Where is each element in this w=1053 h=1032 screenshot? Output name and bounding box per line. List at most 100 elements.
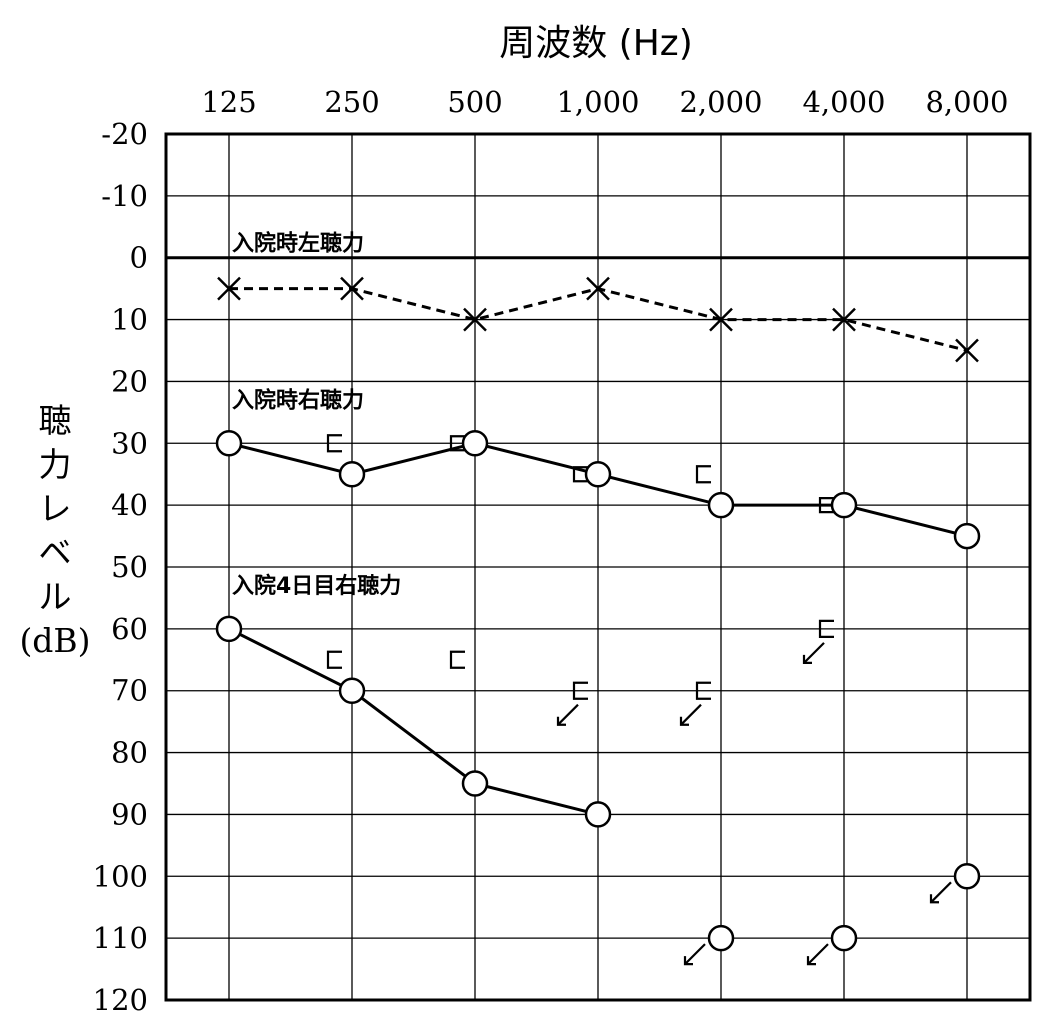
- x-tick-label: 4,000: [802, 85, 885, 119]
- bone-conduction-symbol: [326, 650, 342, 669]
- y-tick-label: 10: [111, 303, 148, 337]
- bone-conduction-symbol: [818, 619, 834, 638]
- arrow-shaft: [684, 943, 706, 965]
- y-tick-label: 80: [111, 736, 148, 770]
- series-point-circle: [215, 615, 243, 643]
- series-label: 入院4日目右聴力: [232, 573, 401, 599]
- y-axis-label-char: 聴: [39, 401, 72, 440]
- y-tick-label: -20: [101, 117, 148, 151]
- x-marker-stroke: [217, 276, 241, 301]
- series-point-circle: [461, 430, 489, 457]
- bone-bracket-stroke: [326, 434, 342, 453]
- y-tick-label: 50: [111, 550, 148, 584]
- x-tick-label: 125: [201, 85, 256, 119]
- x-tick-label: 1,000: [556, 85, 639, 119]
- arrow-shaft: [557, 703, 579, 726]
- scale-out-arrow: [806, 943, 829, 966]
- x-tick-label: 500: [447, 85, 502, 119]
- y-tick-label: 70: [111, 674, 148, 708]
- series-point-x: [217, 276, 241, 301]
- bone-bracket-stroke: [818, 619, 834, 638]
- series-point-circle: [461, 770, 489, 797]
- series-point-circle: [338, 460, 366, 488]
- series-point-circle: [584, 801, 612, 828]
- scale-out-arrow: [929, 881, 952, 904]
- y-tick-label: 90: [111, 797, 148, 831]
- bone-conduction-symbol: [695, 681, 711, 700]
- arrow-head: [679, 716, 689, 726]
- y-axis-label-char: レ: [39, 489, 72, 528]
- arrow-shaft: [807, 943, 829, 965]
- bone-scale-out-arrow: [556, 703, 579, 726]
- y-tick-label: 0: [130, 241, 148, 275]
- series-point-circle: [584, 460, 612, 488]
- series-point-x: [832, 307, 856, 332]
- y-axis-label-char: 力: [39, 445, 72, 484]
- series-point-x: [340, 276, 364, 301]
- series-point-x: [709, 307, 733, 332]
- scale-out-point: [953, 863, 981, 890]
- bone-conduction-symbol: [449, 650, 465, 669]
- series-line: [228, 627, 599, 816]
- x-marker-stroke: [463, 307, 487, 332]
- y-tick-label: 30: [111, 426, 148, 460]
- bone-conduction-symbol: [572, 466, 588, 483]
- y-axis-label-char: ル: [39, 577, 72, 616]
- x-tick-label: 250: [324, 85, 379, 119]
- bone-conduction-symbol: [572, 681, 588, 700]
- scale-out-arrow: [683, 943, 706, 966]
- bone-bracket-stroke: [449, 435, 465, 452]
- series-point-circle: [215, 430, 243, 457]
- series-point-x: [463, 307, 487, 332]
- text-layer: 周波数 (Hz) -20 -10 0 10 20 30 40 50 60 70 80 90 100 110…: [19, 23, 1008, 1017]
- arrow-head: [802, 654, 812, 664]
- marker-layer: [215, 276, 981, 966]
- x-tick-label: 2,000: [679, 85, 762, 119]
- bone-bracket-stroke: [695, 465, 711, 484]
- arrow-shaft: [803, 642, 825, 664]
- y-tick-label: 100: [93, 859, 148, 893]
- scale-out-point: [707, 924, 735, 952]
- bone-conduction-symbol: [818, 497, 834, 514]
- plot-frame-layer: [164, 132, 1032, 1002]
- y-tick-label: 120: [93, 983, 148, 1017]
- x-tick-label: 8,000: [925, 85, 1008, 119]
- plot-frame: [164, 132, 1032, 1002]
- bone-bracket-stroke: [695, 681, 711, 700]
- series-point-circle: [338, 677, 366, 704]
- y-axis-label-char: ベ: [39, 533, 72, 572]
- series-point-circle: [830, 491, 858, 519]
- y-tick-label: 40: [111, 488, 148, 522]
- bone-conduction-symbol: [449, 435, 465, 452]
- arrow-head: [929, 894, 939, 904]
- bone-bracket-stroke: [572, 681, 588, 700]
- scale-out-point: [830, 924, 858, 952]
- x-marker-stroke: [832, 307, 856, 332]
- x-marker-stroke: [340, 276, 364, 301]
- x-axis-title: 周波数 (Hz): [499, 23, 693, 64]
- bone-bracket-stroke: [572, 466, 588, 483]
- y-axis-label-char: (dB): [19, 621, 90, 660]
- series-label: 入院時左聴力: [232, 231, 364, 257]
- bone-bracket-stroke: [818, 497, 834, 514]
- bone-scale-out-arrow: [802, 642, 825, 664]
- y-tick-label: 60: [111, 612, 148, 646]
- series-label: 入院時右聴力: [232, 387, 364, 413]
- series-point-x: [955, 338, 979, 363]
- bone-conduction-symbol: [695, 465, 711, 484]
- x-marker-stroke: [586, 276, 610, 301]
- arrow-head: [806, 956, 816, 966]
- arrow-head: [556, 716, 566, 726]
- y-tick-label: 20: [111, 364, 148, 398]
- series-point-circle: [707, 491, 735, 519]
- x-marker-stroke: [955, 338, 979, 363]
- bone-bracket-stroke: [326, 650, 342, 669]
- series-point-circle: [953, 522, 981, 550]
- bone-conduction-symbol: [326, 434, 342, 453]
- series-point-x: [586, 276, 610, 301]
- arrow-shaft: [930, 881, 952, 904]
- y-tick-label: 110: [93, 921, 148, 955]
- bone-scale-out-arrow: [679, 703, 702, 726]
- y-tick-label: -10: [101, 179, 148, 213]
- arrow-shaft: [680, 703, 702, 726]
